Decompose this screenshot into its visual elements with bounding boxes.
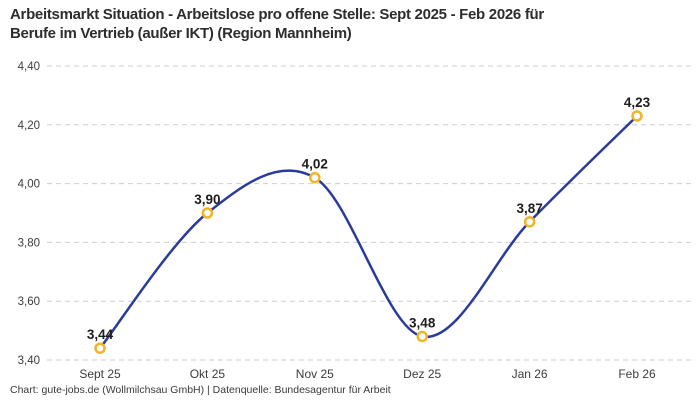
data-point-label: 4,02 [302,157,328,172]
y-axis-tick-label: 4,00 [18,179,40,191]
data-point-marker [631,110,643,122]
chart-title: Arbeitsmarkt Situation - Arbeitslose pro… [10,5,694,43]
data-point-marker [94,342,106,354]
chart-title-line2: Berufe im Vertrieb (außer IKT) (Region M… [10,25,352,42]
data-line [98,114,639,350]
data-point-marker [416,330,428,343]
x-axis-tick-label: Feb 26 [618,367,656,381]
y-axis-tick-label: 4,20 [18,120,40,132]
y-axis-tick-label: 3,40 [18,355,40,367]
data-point-label: 3,87 [516,201,542,216]
x-axis-tick-label: Nov 25 [296,367,334,381]
data-point-label: 3,90 [194,192,220,207]
x-axis-tick-label: Sept 25 [79,367,121,381]
data-point-label: 3,48 [409,315,436,330]
chart-title-line1: Arbeitsmarkt Situation - Arbeitslose pro… [10,6,544,23]
data-point-label: 3,44 [87,327,114,342]
y-axis-tick-label: 3,80 [18,237,40,249]
data-point-label: 4,23 [624,95,651,110]
data-point-marker [201,207,214,219]
y-axis-tick-label: 3,60 [18,296,40,308]
x-axis-tick-label: Dez 25 [403,367,441,381]
data-point-marker [309,171,321,184]
y-axis-tick-label: 4,40 [18,61,40,73]
x-axis-tick-label: Jan 26 [512,367,548,381]
x-axis-tick-label: Okt 25 [190,367,226,381]
data-point-marker [523,216,536,228]
chart-footer: Chart: gute-jobs.de (Wollmilchsau GmbH) … [10,384,391,396]
